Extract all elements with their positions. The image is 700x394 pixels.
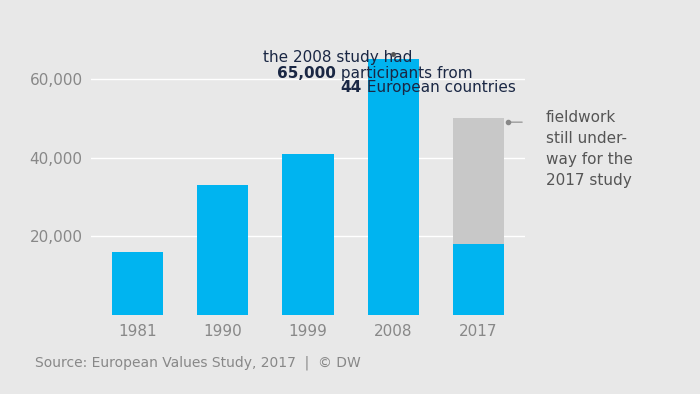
- Bar: [283, 154, 333, 315]
- Text: 65,000: 65,000: [277, 66, 336, 81]
- Text: participants from: participants from: [336, 66, 473, 81]
- Text: Source: European Values Study, 2017  |  © DW: Source: European Values Study, 2017 | © …: [35, 356, 360, 370]
- Bar: [112, 252, 163, 315]
- Text: 44: 44: [340, 80, 362, 95]
- Text: European countries: European countries: [362, 80, 515, 95]
- Text: the 2008 study had: the 2008 study had: [263, 50, 412, 65]
- Bar: [453, 244, 504, 315]
- Bar: [453, 118, 504, 315]
- Bar: [197, 185, 248, 315]
- Bar: [368, 59, 419, 315]
- Text: fieldwork
still under-
way for the
2017 study: fieldwork still under- way for the 2017 …: [546, 110, 633, 188]
